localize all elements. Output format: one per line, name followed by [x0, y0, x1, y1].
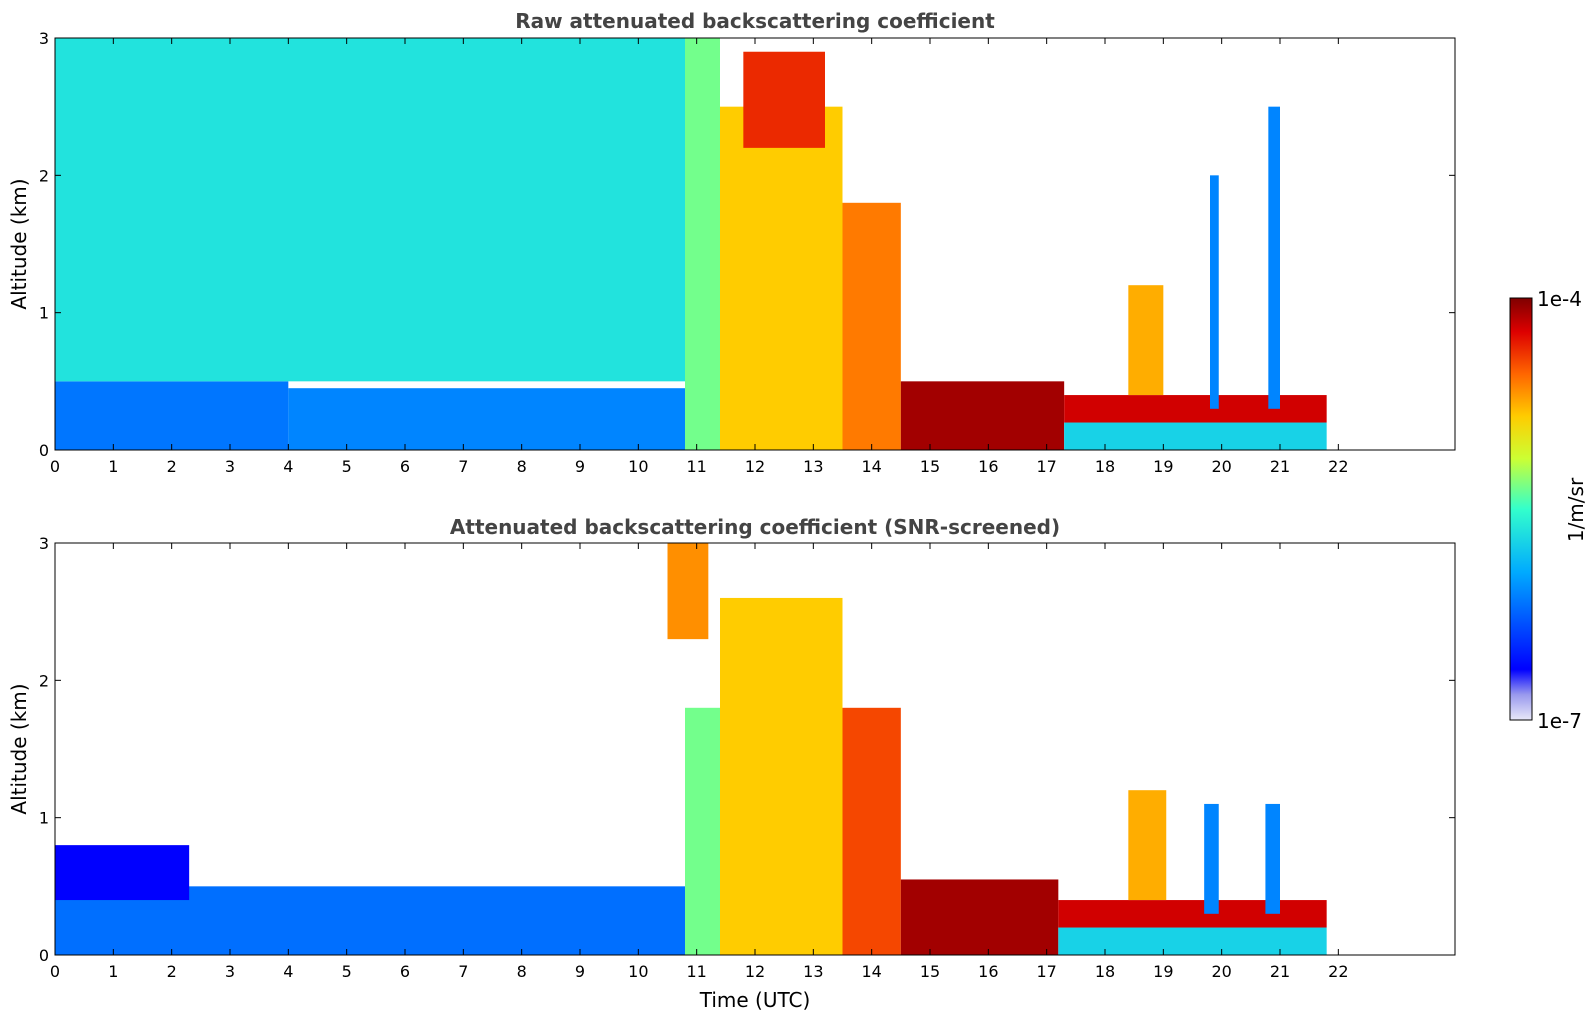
raw-x-axis: 0 1 2 3 4 5 6 7 8 9 10 11 12 13 14 15 16 17 18 19 20 21 22: [50, 38, 1349, 476]
x-tick-label: 17: [1036, 962, 1056, 981]
x-tick-label: 5: [342, 457, 352, 476]
x-tick-label: 9: [575, 457, 585, 476]
backscatter-region-11: [1210, 175, 1219, 409]
y-tick-label: 2: [39, 671, 49, 690]
y-tick-label: 2: [39, 166, 49, 185]
x-tick-label: 12: [745, 962, 765, 981]
x-tick-label: 10: [628, 457, 648, 476]
x-tick-label: 4: [283, 962, 293, 981]
backscatter-region-5: [842, 707, 901, 955]
raw-backscatter-panel: Raw attenuated backscattering coefficien…: [7, 9, 1456, 476]
backscatter-region-3: [685, 38, 720, 450]
x-tick-label: 3: [225, 457, 235, 476]
x-tick-label: 4: [283, 457, 293, 476]
y-tick-label: 1: [39, 304, 49, 323]
screened-y-axis-label: Altitude (km): [7, 683, 31, 814]
x-tick-label: 6: [400, 457, 410, 476]
colorbar-min-label: 1e-7: [1537, 709, 1582, 733]
backscatter-region-0: [55, 381, 289, 450]
x-tick-label: 9: [575, 962, 585, 981]
x-tick-label: 17: [1036, 457, 1056, 476]
x-tick-label: 22: [1328, 457, 1348, 476]
backscatter-region-8: [1064, 422, 1327, 450]
x-tick-label: 5: [342, 962, 352, 981]
y-tick-label: 0: [39, 946, 49, 965]
snr-screened-panel: Attenuated backscattering coefficient (S…: [7, 515, 1456, 1012]
colorbar-unit-label: 1/m/sr: [1564, 477, 1588, 542]
screened-y-axis: 0 1 2 3: [39, 534, 1455, 965]
colorbar-max-label: 1e-4: [1537, 287, 1582, 311]
raw-y-axis-label: Altitude (km): [7, 178, 31, 309]
x-tick-label: 13: [803, 962, 823, 981]
x-tick-label: 7: [458, 457, 468, 476]
x-tick-label: 16: [978, 457, 998, 476]
backscatter-region-10: [1128, 285, 1164, 396]
backscatter-region-6: [842, 202, 901, 450]
x-tick-label: 20: [1211, 457, 1231, 476]
x-tick-label: 6: [400, 962, 410, 981]
x-axis-label: Time (UTC): [699, 988, 811, 1012]
x-tick-label: 3: [225, 962, 235, 981]
x-tick-label: 2: [167, 457, 177, 476]
x-tick-label: 18: [1095, 457, 1115, 476]
x-tick-label: 21: [1270, 457, 1290, 476]
backscatter-region-4: [720, 106, 843, 451]
x-tick-label: 15: [920, 457, 940, 476]
screened-x-axis: 0 1 2 3 4 5 6 7 8 9 10 11 12 13 14 15 16 17 18 19 20 21 22: [50, 543, 1349, 981]
x-tick-label: 22: [1328, 962, 1348, 981]
backscatter-region-11: [1265, 803, 1280, 914]
x-tick-label: 10: [628, 962, 648, 981]
backscatter-region-2: [685, 707, 720, 955]
x-tick-label: 0: [50, 962, 60, 981]
x-tick-label: 14: [861, 962, 881, 981]
backscatter-region-4: [667, 543, 709, 640]
x-tick-label: 8: [517, 962, 527, 981]
backscatter-region-9: [1128, 790, 1167, 901]
x-tick-label: 19: [1153, 962, 1173, 981]
x-tick-label: 7: [458, 962, 468, 981]
backscatter-region-6: [900, 879, 1059, 955]
x-tick-label: 13: [803, 457, 823, 476]
backscatter-region-9: [1064, 395, 1327, 423]
backscatter-region-7: [900, 381, 1065, 450]
backscatter-region-1: [288, 388, 685, 450]
x-tick-label: 0: [50, 457, 60, 476]
x-tick-label: 1: [108, 962, 118, 981]
x-tick-label: 20: [1211, 962, 1231, 981]
x-tick-label: 14: [861, 457, 881, 476]
raw-y-axis: 0 1 2 3: [39, 29, 1455, 460]
colorbar: 1e-4 1e-7 1/m/sr: [1509, 287, 1588, 733]
x-tick-label: 21: [1270, 962, 1290, 981]
x-tick-label: 15: [920, 962, 940, 981]
backscatter-region-7: [1058, 927, 1327, 955]
y-tick-label: 0: [39, 441, 49, 460]
backscatter-region-1: [55, 845, 190, 901]
y-tick-label: 3: [39, 29, 49, 48]
panel-title-raw: Raw attenuated backscattering coefficien…: [515, 9, 995, 33]
backscatter-region-10: [1204, 803, 1219, 914]
x-tick-label: 11: [686, 962, 706, 981]
raw-plot-area: [55, 38, 1327, 451]
backscatter-region-8: [1058, 900, 1327, 928]
x-tick-label: 11: [686, 457, 706, 476]
y-tick-label: 3: [39, 534, 49, 553]
x-tick-label: 12: [745, 457, 765, 476]
screened-plot-area: [55, 543, 1327, 955]
x-tick-label: 2: [167, 962, 177, 981]
x-tick-label: 8: [517, 457, 527, 476]
backscatter-region-3: [720, 597, 843, 955]
backscatter-region-2: [55, 38, 685, 382]
backscatter-region-5: [743, 51, 825, 148]
x-tick-label: 19: [1153, 457, 1173, 476]
x-tick-label: 16: [978, 962, 998, 981]
panel-title-screened: Attenuated backscattering coefficient (S…: [450, 515, 1060, 539]
y-tick-label: 1: [39, 809, 49, 828]
colorbar-gradient: [1509, 297, 1533, 721]
x-tick-label: 1: [108, 457, 118, 476]
backscatter-region-12: [1268, 106, 1280, 409]
x-tick-label: 18: [1095, 962, 1115, 981]
